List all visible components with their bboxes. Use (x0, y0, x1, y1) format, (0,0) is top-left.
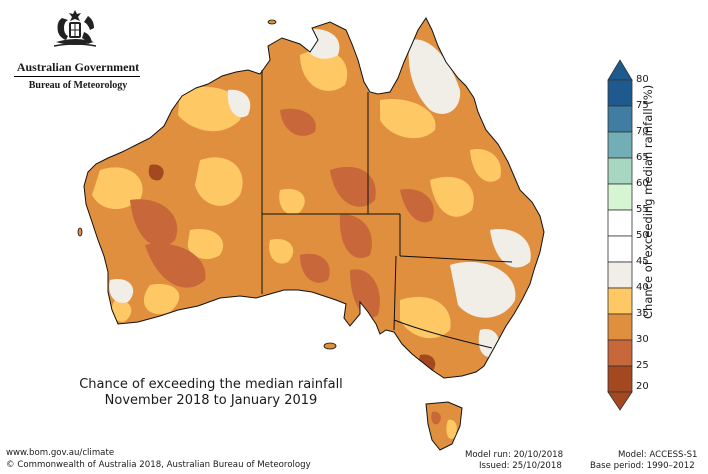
legend-tick: 60 (636, 178, 649, 189)
logo-divider (14, 76, 140, 77)
caption-line-1: Chance of exceeding the median rainfall (79, 377, 343, 392)
legend-tick: 50 (636, 230, 649, 241)
footer-model: Model: ACCESS-S1 (618, 450, 698, 460)
caption-line-2: November 2018 to January 2019 (104, 393, 318, 408)
footer-model-run: Model run: 20/10/2018 (465, 450, 564, 460)
legend-band-75-80 (607, 79, 633, 107)
legend-band-40-45 (607, 261, 633, 289)
bom-logo: Australian Government Bureau of Meteorol… (10, 8, 140, 92)
legend-tick: 65 (636, 152, 649, 163)
legend-band-50-55 (607, 209, 633, 237)
coat-of-arms-icon (53, 10, 97, 47)
legend-tick: 70 (636, 126, 649, 137)
legend-tick: 80 (636, 74, 649, 85)
footer-copyright: © Commonwealth of Australia 2018, Austra… (6, 460, 311, 470)
legend-band-35-40 (607, 287, 633, 315)
legend-tick: 25 (636, 360, 649, 371)
legend-band-70-75 (607, 105, 633, 133)
legend-tick: 75 (636, 100, 649, 111)
footer-website: www.bom.gov.au/climate (6, 448, 115, 458)
legend-band-30-35 (607, 313, 633, 341)
legend-arrow-down (607, 391, 633, 411)
tasmania (425, 401, 463, 451)
government-name: Australian Government (16, 60, 140, 74)
legend-tick: 35 (636, 308, 649, 319)
legend-title-text: Chance of exceeding median rainfall (%) (641, 84, 655, 319)
state-borders (261, 70, 513, 349)
map-caption: Chance of exceeding the median rainfall … (56, 377, 366, 409)
legend-tick: 40 (636, 282, 649, 293)
legend-arrow-up (607, 59, 633, 81)
legend-band-45-50 (607, 235, 633, 263)
legend-tick: 45 (636, 256, 649, 267)
legend-tick: 30 (636, 334, 649, 345)
footer-base-period: Base period: 1990–2012 (590, 461, 695, 471)
legend-colorbar (607, 59, 633, 411)
legend-band-65-70 (607, 131, 633, 159)
agency-name: Bureau of Meteorology (28, 80, 128, 91)
islands (77, 19, 337, 350)
mainland (83, 17, 545, 379)
legend-band-25-30 (607, 339, 633, 367)
legend-band-20-25 (607, 365, 633, 393)
legend-band-60-65 (607, 157, 633, 185)
legend-band-55-60 (607, 183, 633, 211)
legend-tick: 55 (636, 204, 649, 215)
footer-issued: Issued: 25/10/2018 (479, 461, 562, 471)
legend-tick: 20 (636, 381, 649, 392)
